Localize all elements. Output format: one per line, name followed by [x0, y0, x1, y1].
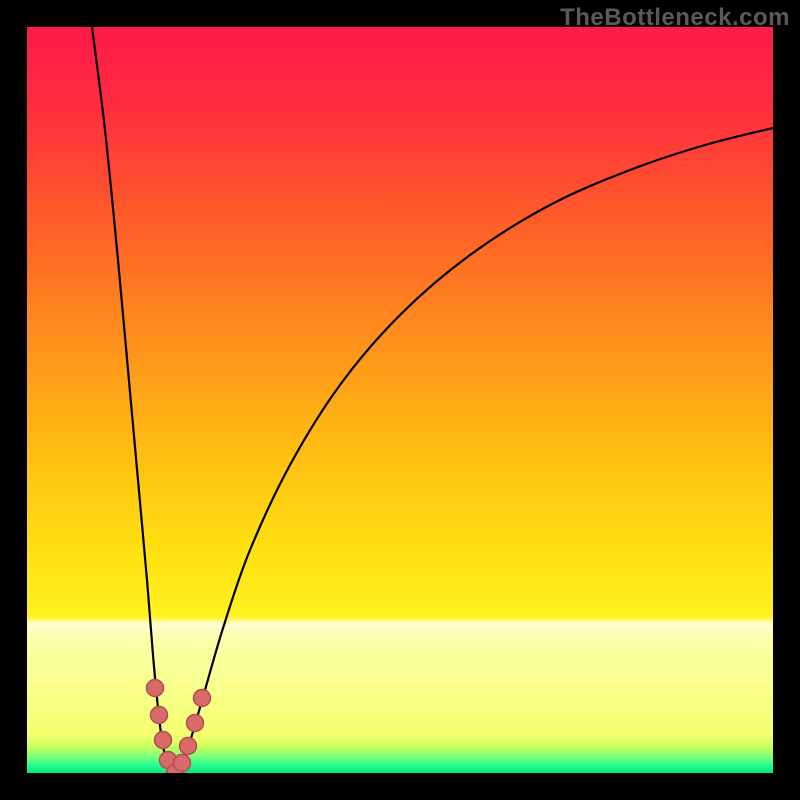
data-marker: [147, 680, 164, 697]
chart-svg: [0, 0, 800, 800]
chart-container: TheBottleneck.com: [0, 0, 800, 800]
watermark-text: TheBottleneck.com: [560, 4, 790, 32]
data-marker: [174, 755, 191, 772]
data-marker: [180, 738, 197, 755]
plot-background-gradient: [27, 27, 773, 773]
data-marker: [194, 690, 211, 707]
data-marker: [151, 707, 168, 724]
data-marker: [187, 715, 204, 732]
data-marker: [155, 732, 172, 749]
